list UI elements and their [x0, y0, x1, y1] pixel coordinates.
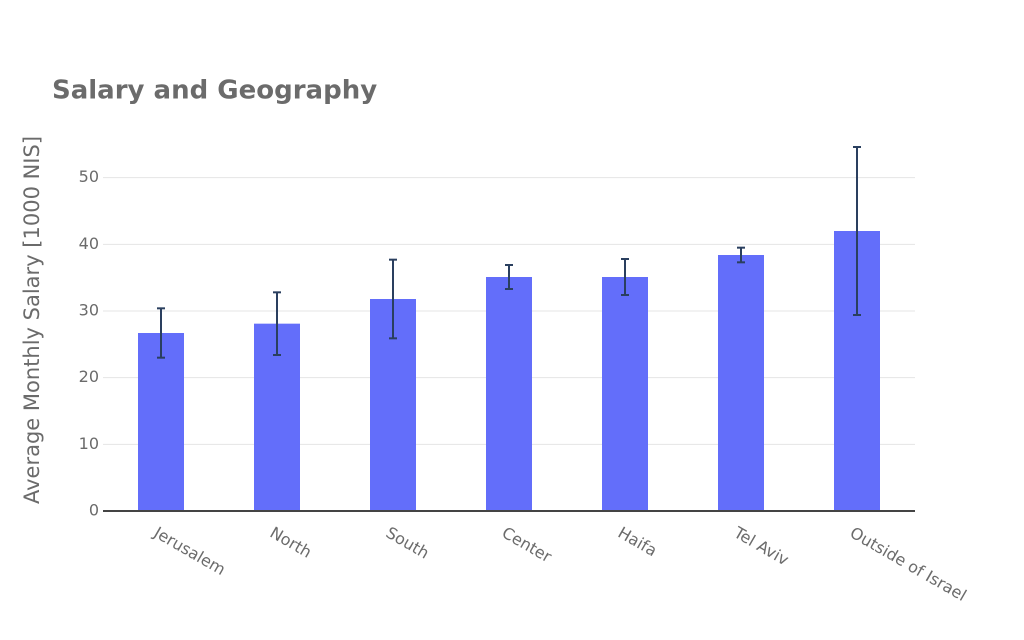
x-tick-label: Jerusalem	[150, 522, 229, 579]
x-tick-label: North	[267, 523, 315, 562]
x-tick-label: South	[383, 523, 433, 563]
x-tick-label: Center	[499, 523, 556, 567]
y-tick-label: 0	[89, 501, 99, 520]
error-bar	[853, 146, 861, 316]
error-bar	[273, 291, 281, 356]
error-bar	[157, 307, 165, 359]
bar	[602, 277, 648, 511]
y-tick-label: 10	[79, 434, 99, 453]
y-tick-label: 50	[79, 167, 99, 186]
error-bar	[505, 264, 513, 290]
x-tick-label: Tel Aviv	[730, 522, 792, 569]
y-axis-title: Average Monthly Salary [1000 NIS]	[20, 136, 44, 504]
y-tick-label: 30	[79, 301, 99, 320]
x-tick-label: Outside of Israel	[847, 523, 970, 605]
bar	[718, 255, 764, 511]
error-bar	[389, 258, 397, 340]
y-tick-label: 20	[79, 367, 99, 386]
error-bar	[737, 246, 745, 264]
chart-title: Salary and Geography	[52, 76, 377, 106]
y-tick-label: 40	[79, 234, 99, 253]
bar	[138, 333, 184, 511]
x-tick-label: Haifa	[615, 523, 661, 560]
error-bar	[621, 258, 629, 296]
bar	[486, 277, 532, 511]
